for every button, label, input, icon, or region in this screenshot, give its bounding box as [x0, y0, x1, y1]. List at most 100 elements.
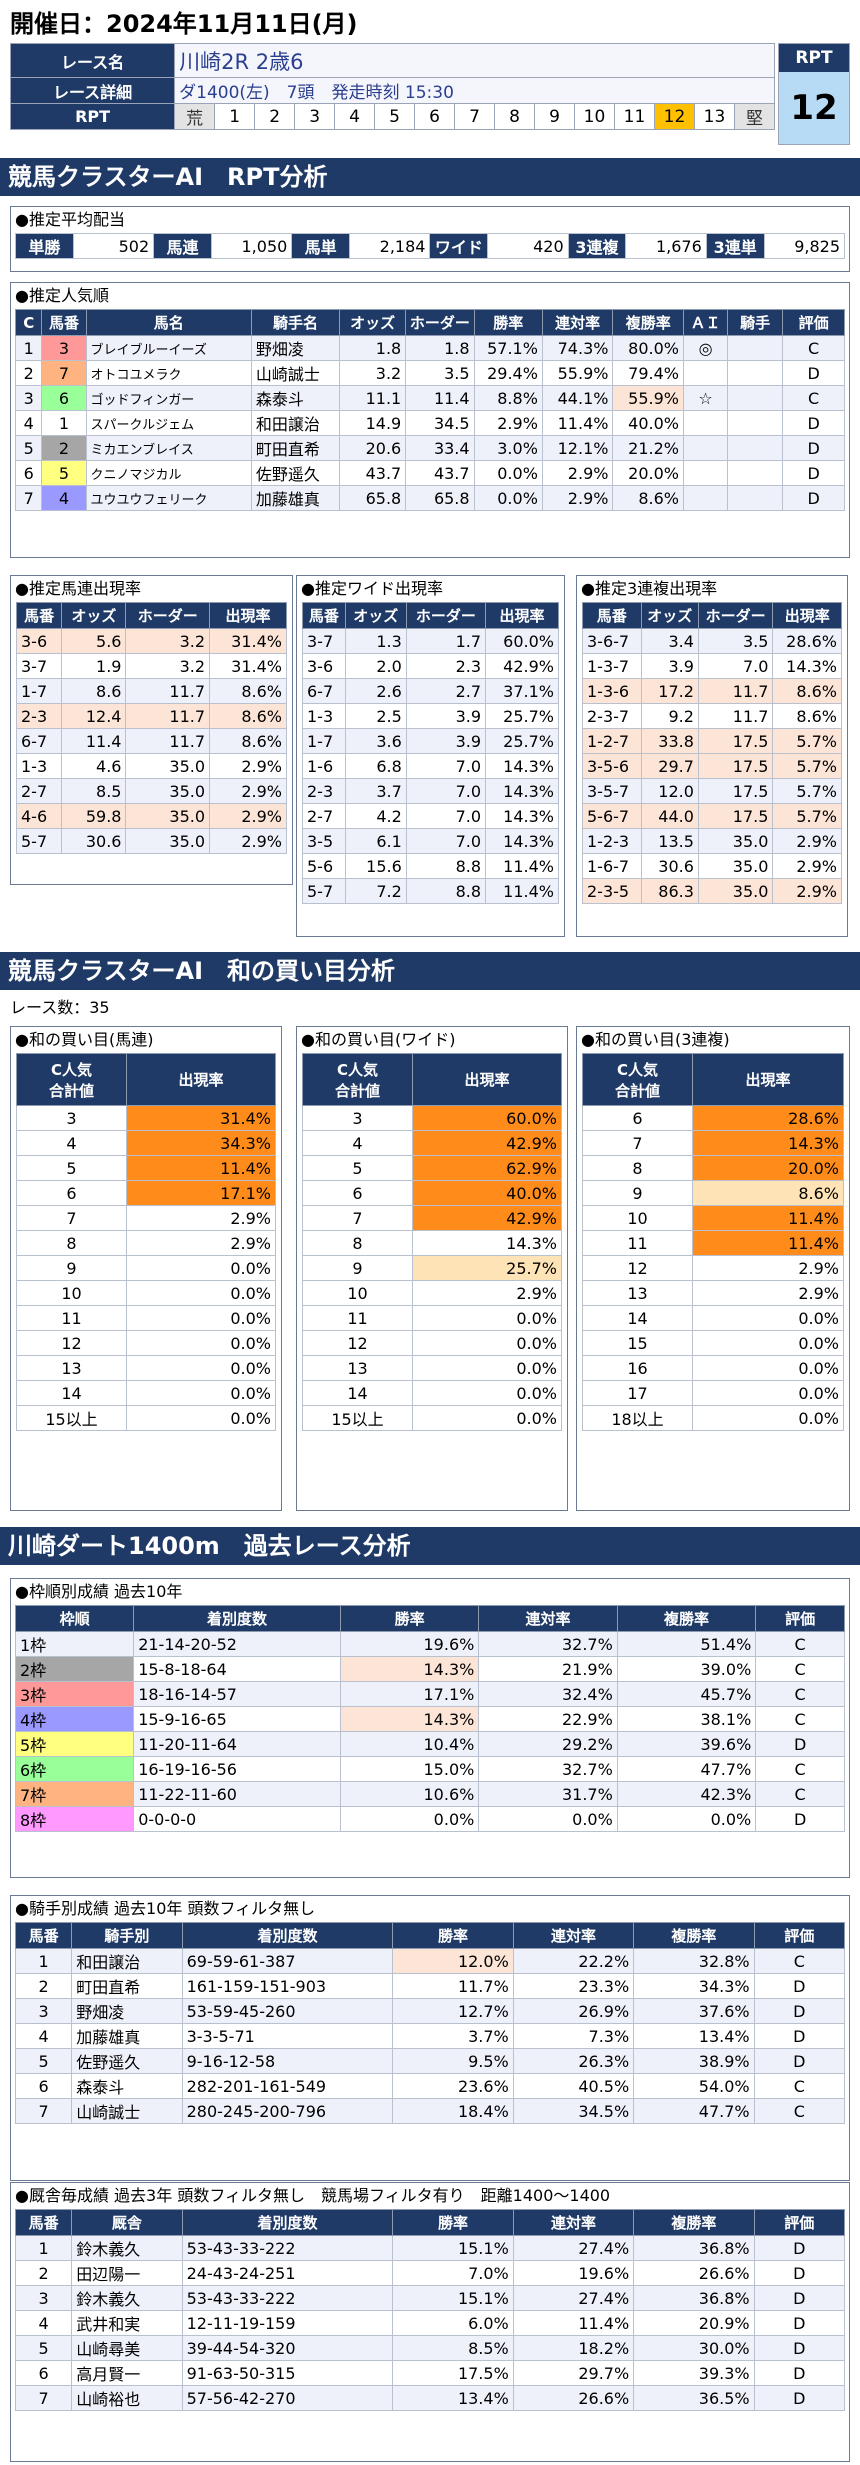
table-cell: 14.3% [772, 653, 842, 679]
rpt-value: 12 [779, 72, 849, 144]
table-cell: 和田譲治 [250, 410, 341, 436]
table-cell [682, 460, 729, 486]
table-cell: 15以上 [302, 1405, 413, 1431]
table-cell: 鈴木義久 [71, 2285, 183, 2311]
table-cell: 加藤雄真 [250, 485, 341, 511]
table-header-cell: 馬番 [302, 602, 346, 629]
table-cell: 1.3 [344, 628, 407, 654]
table-cell: 3-7 [302, 628, 346, 654]
table-cell: 3 [14, 1998, 73, 2024]
table-cell: 1-2-7 [582, 728, 642, 754]
table-row: 14 0.0% [302, 1380, 562, 1406]
table-cell: 10.4% [339, 1731, 480, 1757]
rpt-scale-cell: 12 [653, 103, 695, 130]
table-header-cell: 枠順 [14, 1605, 135, 1632]
table-row: 9 25.7% [302, 1255, 562, 1281]
table-row: 13 0.0% [302, 1355, 562, 1381]
table-cell: 62.9% [412, 1155, 562, 1181]
table-cell: 20.0% [692, 1155, 844, 1181]
table-row: 7 山崎誠士 280-245-200-796 18.4% 34.5% 47.7% C [14, 2098, 846, 2124]
table-cell: 7.0 [405, 753, 487, 779]
table-header-cell: ＡＩ [682, 309, 729, 336]
table-cell: 31.4% [209, 628, 287, 654]
sum-quinella-title: ●和の買い目(馬連) [15, 1030, 154, 1049]
table-row: 4枠 15-9-16-65 14.3% 22.9% 38.1% C [14, 1706, 845, 1732]
table-cell: 17.2 [640, 678, 699, 704]
rpt-label: RPT [9, 103, 176, 130]
table-cell: 14 [302, 1380, 413, 1406]
section-sum-analysis: 競馬クラスターAI 和の買い目分析 [0, 952, 860, 990]
table-row: 8 20.0% [582, 1155, 844, 1181]
table-cell: 0.0% [692, 1405, 844, 1431]
table-cell: 8.8 [405, 878, 487, 904]
table-cell: 35.0 [697, 853, 774, 879]
table-row: 7枠 11-22-11-60 10.6% 31.7% 42.3% C [14, 1781, 845, 1807]
quinella-title: ●推定馬連出現率 [15, 579, 141, 598]
table-cell: 57.1% [473, 335, 543, 361]
table-cell: 35.0 [125, 753, 211, 779]
table-cell: 16 [582, 1355, 693, 1381]
table-cell: 7 [14, 2098, 73, 2124]
table-cell: 12 [302, 1330, 413, 1356]
table-cell: 町田直希 [250, 435, 341, 461]
table-cell: 2.9% [209, 803, 287, 829]
table-cell: 14.3% [412, 1230, 562, 1256]
wide-table: 馬番 オッズ ホーダー 出現率 3-7 1.3 1.7 60.0% 3-6 2.0 2.3 42.9%… [302, 602, 559, 904]
table-row: 4 武井和実 12-11-19-159 6.0% 11.4% 20.9% D [14, 2310, 846, 2336]
table-cell: D [753, 2285, 846, 2311]
table-cell: 21.2% [612, 435, 684, 461]
table-cell: C [755, 1781, 845, 1807]
table-row: 10 11.4% [582, 1205, 844, 1231]
table-cell: 6 [16, 1180, 127, 1206]
table-cell: 1 [14, 1948, 73, 1974]
table-header-cell: 勝率 [339, 1605, 480, 1632]
table-cell: 3 [14, 2285, 73, 2311]
table-cell: 0.0% [412, 1330, 562, 1356]
table-cell: 26.3% [512, 2048, 635, 2074]
table-cell: 31.7% [478, 1781, 618, 1807]
table-cell: 7 [16, 1205, 127, 1231]
table-cell: 0.0% [692, 1380, 844, 1406]
table-cell: 39.0% [616, 1656, 757, 1682]
table-cell: 3 [16, 1105, 127, 1131]
table-cell: 0.0% [412, 1380, 562, 1406]
table-cell: 35.0 [125, 828, 211, 854]
table-row: 13 2.9% [582, 1280, 844, 1306]
table-cell: D [753, 1998, 846, 2024]
table-cell: D [753, 1973, 846, 1999]
table-cell: D [753, 2260, 846, 2286]
table-cell: 3-5 [302, 828, 346, 854]
table-cell: 3.5 [405, 360, 475, 386]
table-cell: 25.7% [412, 1255, 562, 1281]
popularity-title: ●推定人気順 [15, 286, 109, 305]
table-cell: 3.4 [640, 628, 699, 654]
jockey-table: 馬番 騎手別 着別度数 勝率 連対率 複勝率 評価 1 和田譲治 69-59-61-387 12.0… [14, 1922, 846, 2124]
table-cell: D [753, 2360, 846, 2386]
table-cell: ブレイブルーイーズ [85, 335, 252, 361]
table-header-cell: 着別度数 [133, 1605, 341, 1632]
table-cell: 武井和実 [71, 2310, 183, 2336]
table-cell: 佐野遥久 [250, 460, 341, 486]
rpt-scale-cell: 1 [214, 103, 256, 130]
table-cell: 2.9% [412, 1280, 562, 1306]
table-cell: 282-201-161-549 [181, 2073, 394, 2099]
table-cell: D [782, 410, 845, 436]
table-cell: 2.3 [405, 653, 487, 679]
payout-table: 単勝 502 馬連 1,050 馬単 2,184 ワイド 420 3連複 1,676 3連単 9,82… [15, 233, 846, 259]
table-header-cell: オッズ [61, 602, 127, 629]
table-cell: 0.0% [473, 460, 543, 486]
table-cell: 5-6 [302, 853, 346, 879]
table-cell: 10 [582, 1205, 693, 1231]
table-cell: 2.9% [692, 1280, 844, 1306]
table-cell: 4 [41, 485, 87, 511]
table-row: 10 0.0% [16, 1280, 276, 1306]
table-cell: 7.0% [392, 2260, 514, 2286]
table-cell: 2.9% [541, 485, 614, 511]
table-row: 1 3 ブレイブルーイーズ 野畑凌 1.8 1.8 57.1% 74.3% 80.0% ◎ C [14, 335, 845, 361]
table-header-cell: 勝率 [473, 309, 543, 336]
payout-value: 1,050 [210, 233, 293, 259]
table-row: 7 4 ユウユウフェリーク 加藤雄真 65.8 65.8 0.0% 2.9% 8.6% D [14, 485, 845, 511]
table-header-cell: 馬番 [15, 602, 63, 629]
table-cell: 1-3 [302, 703, 346, 729]
table-row: 7 2.9% [16, 1205, 276, 1231]
